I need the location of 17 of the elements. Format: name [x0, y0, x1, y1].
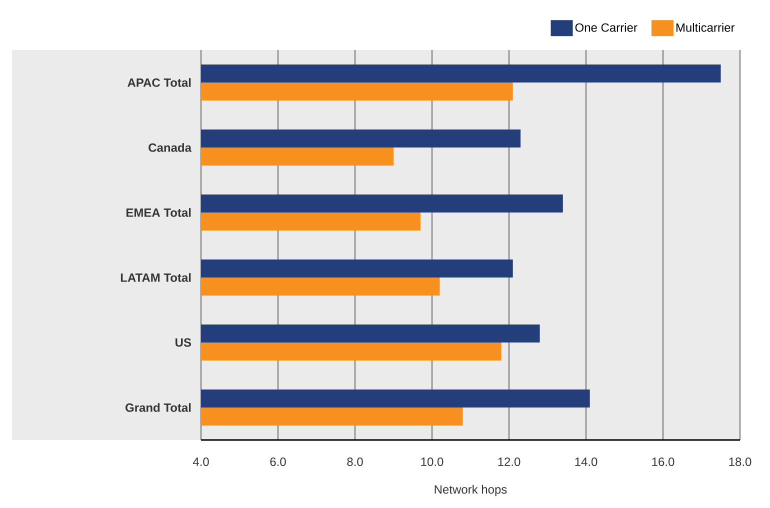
- x-tick-label: 6.0: [270, 458, 286, 466]
- x-tick-label: 4.0: [192, 458, 209, 466]
- y-tick-label: LATAM Total: [120, 273, 191, 282]
- legend-label: One Carrier: [575, 23, 638, 32]
- y-tick-label: APAC Total: [128, 78, 191, 87]
- legend-label: Multicarrier: [676, 23, 735, 32]
- x-tick-label: 16.0: [652, 458, 674, 466]
- y-tick-label: EMEA Total: [126, 208, 191, 217]
- x-axis-title: Network hops: [434, 484, 507, 496]
- y-tick-label: US: [176, 338, 191, 347]
- y-tick-label: Grand Total: [126, 403, 191, 412]
- x-tick-label: 18.0: [729, 458, 752, 466]
- x-tick-label: 8.0: [347, 458, 363, 466]
- y-tick-label: Canada: [148, 143, 192, 152]
- x-tick-label: 10.0: [421, 458, 444, 466]
- x-tick-label: 14.0: [575, 458, 598, 466]
- x-tick-label: 12.0: [498, 458, 520, 466]
